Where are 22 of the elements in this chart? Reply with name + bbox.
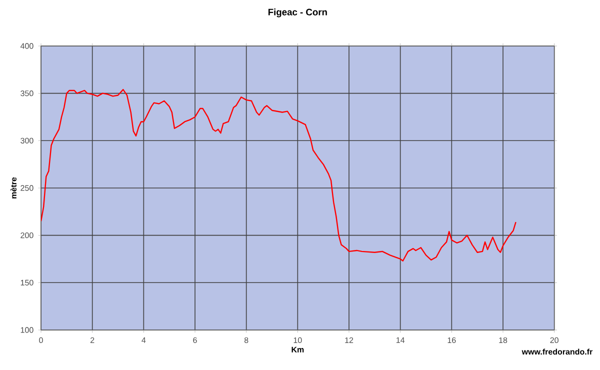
x-tick-label: 2: [90, 337, 94, 343]
y-tick-label: 400: [20, 43, 34, 49]
x-tick-label: 0: [39, 337, 43, 344]
x-tick-label: 6: [193, 337, 197, 344]
y-tick-label: 200: [20, 232, 34, 238]
x-tick-label: 14: [396, 337, 405, 343]
x-tick-label: 8: [244, 337, 248, 344]
x-axis-title: Km: [292, 346, 304, 352]
x-tick-label: 12: [345, 337, 354, 343]
y-tick-label: 250: [20, 185, 34, 191]
y-axis-title: mètre: [10, 177, 16, 198]
text: www.fredorando.fr: [522, 348, 593, 355]
x-tick-label: 18: [499, 337, 508, 344]
y-tick-label: 300: [20, 138, 34, 144]
y-tick-label: 150: [20, 280, 34, 286]
x-tick-label: 10: [294, 337, 302, 344]
x-tick-label: 20: [550, 337, 558, 344]
x-tick-label: 16: [448, 337, 456, 344]
y-tick-label: 350: [20, 90, 34, 96]
y-tick-label: 100: [20, 327, 34, 333]
chart-title: Figeac - Corn: [268, 8, 327, 18]
x-tick-label: 4: [142, 337, 146, 343]
